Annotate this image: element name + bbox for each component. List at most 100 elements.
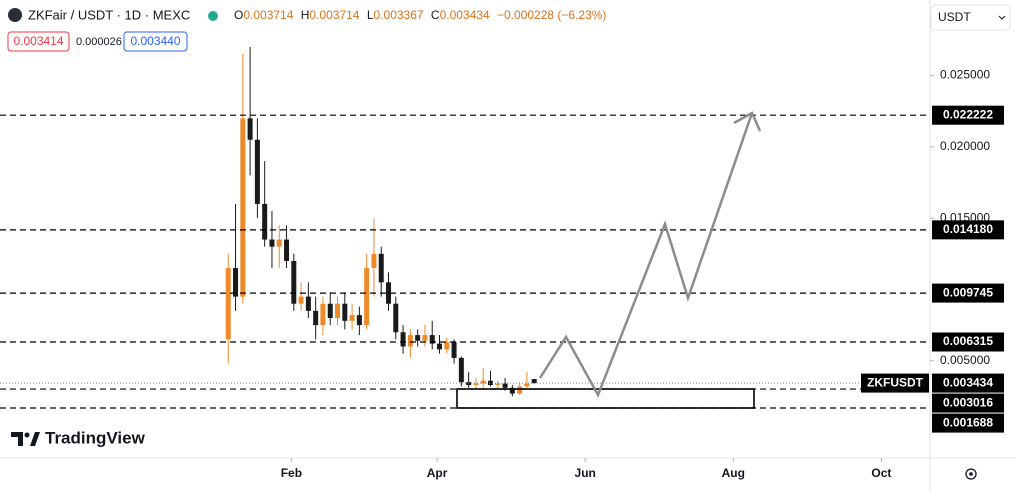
- brand: TradingView: [45, 428, 146, 447]
- candle-body: [269, 239, 275, 247]
- ohlc-key: O: [234, 8, 243, 22]
- projection-arrowhead: [733, 111, 762, 132]
- candle-body: [509, 387, 515, 394]
- currency-dropdown[interactable]: [930, 4, 1011, 31]
- candle-body: [487, 380, 493, 385]
- ohlc-value: 0.003367: [374, 8, 424, 22]
- candle-body: [320, 303, 326, 326]
- candle-body: [386, 282, 392, 304]
- candle-body: [473, 383, 479, 385]
- price-label: 0.009745: [943, 285, 993, 299]
- market-status: [208, 11, 218, 21]
- price-label-box: [932, 413, 1004, 433]
- candle-body: [342, 303, 348, 321]
- ohlc-change: −0.000228 (−6.23%): [497, 8, 606, 22]
- x-tick-label: Apr: [427, 466, 448, 480]
- x-tick-label: Aug: [722, 466, 745, 480]
- price-label-box: [932, 105, 1004, 125]
- candle-body: [262, 203, 268, 240]
- candle-body: [356, 315, 362, 326]
- spread: 0.000026: [76, 36, 122, 48]
- candle-body: [313, 310, 319, 326]
- plot-area: [0, 47, 930, 409]
- candle-body: [327, 303, 333, 318]
- buy-price: 0.003440: [130, 34, 180, 48]
- symbol-label: ZKFUSDT: [867, 375, 924, 389]
- candle-body: [378, 253, 384, 283]
- candle-body: [225, 268, 231, 340]
- logo-mark: [24, 432, 30, 438]
- price-label-box: [932, 283, 1004, 303]
- candle-body: [393, 303, 399, 333]
- candle-body: [444, 342, 450, 350]
- currency-label: USDT: [938, 10, 971, 24]
- ohlc-value: 0.003714: [243, 8, 293, 22]
- candle-body: [437, 343, 443, 350]
- price-label: 0.014180: [943, 222, 993, 236]
- candle-body: [284, 239, 290, 261]
- logo-mark: [30, 432, 40, 446]
- candle-body: [291, 260, 297, 304]
- dropdown-caret: [998, 15, 1006, 20]
- candle-body: [480, 380, 486, 384]
- price-label: 0.001688: [943, 415, 993, 429]
- candle-body: [517, 386, 523, 394]
- settings-icon: [969, 472, 973, 476]
- candle-body: [451, 342, 457, 358]
- price-label: 0.022222: [943, 107, 993, 121]
- y-tick-label: 0.025000: [940, 68, 990, 82]
- ohlc-value: 0.003434: [440, 8, 490, 22]
- x-tick-label: Jun: [575, 466, 596, 480]
- price-label: 0.006315: [943, 334, 993, 348]
- symbol-icon: [8, 8, 22, 22]
- candle-body: [502, 383, 508, 388]
- symbol-title[interactable]: ZKFair / USDT · 1D · MEXC: [28, 7, 190, 22]
- price-label: 0.003016: [943, 395, 993, 409]
- candle-body: [247, 118, 253, 140]
- price-label-box: [932, 220, 1004, 240]
- price-label-box: [932, 332, 1004, 352]
- candle-body: [364, 268, 370, 326]
- y-tick-label: 0.005000: [940, 353, 990, 367]
- ohlc-key: L: [367, 8, 374, 22]
- candle-body: [429, 335, 435, 344]
- candle-body: [531, 379, 537, 384]
- candle-body: [240, 118, 246, 297]
- candle-body: [495, 383, 501, 385]
- ohlc-value: 0.003714: [309, 8, 359, 22]
- sell-button[interactable]: [7, 31, 70, 52]
- candle-body: [254, 139, 260, 204]
- sell-price: 0.003414: [13, 34, 63, 48]
- candle-body: [233, 268, 239, 297]
- price-label-box: [932, 393, 1004, 413]
- x-tick-label: Feb: [281, 466, 302, 480]
- candle-body: [422, 335, 428, 341]
- projection-path: [538, 112, 754, 398]
- candle-body: [524, 383, 530, 387]
- candle-body: [458, 357, 464, 383]
- ohlc-key: C: [431, 8, 440, 22]
- candle-body: [407, 335, 413, 347]
- price-axis: 0.0050000.0150000.0200000.0250000.022222…: [861, 68, 1004, 433]
- symbol-label-box: [861, 373, 929, 393]
- candle-body: [349, 315, 355, 321]
- ohlc-values: O0.003714 H0.003714 L0.003367 C0.003434 …: [234, 8, 606, 22]
- price-label: 0.003434: [943, 375, 993, 389]
- price-label-box: [932, 373, 1004, 393]
- ohlc-key: H: [301, 8, 310, 22]
- candle-body: [400, 332, 406, 347]
- candle-body: [335, 303, 341, 318]
- support-box: [456, 388, 755, 409]
- y-tick-label: 0.020000: [940, 139, 990, 153]
- candle-body: [276, 239, 282, 247]
- candle-body: [415, 335, 421, 341]
- candle-body: [371, 253, 377, 269]
- candle-body: [305, 296, 311, 311]
- x-tick-label: Oct: [871, 466, 891, 480]
- logo-mark: [11, 432, 23, 446]
- settings-button[interactable]: [965, 468, 977, 480]
- buy-button[interactable]: [123, 31, 188, 52]
- candle-body: [298, 296, 304, 304]
